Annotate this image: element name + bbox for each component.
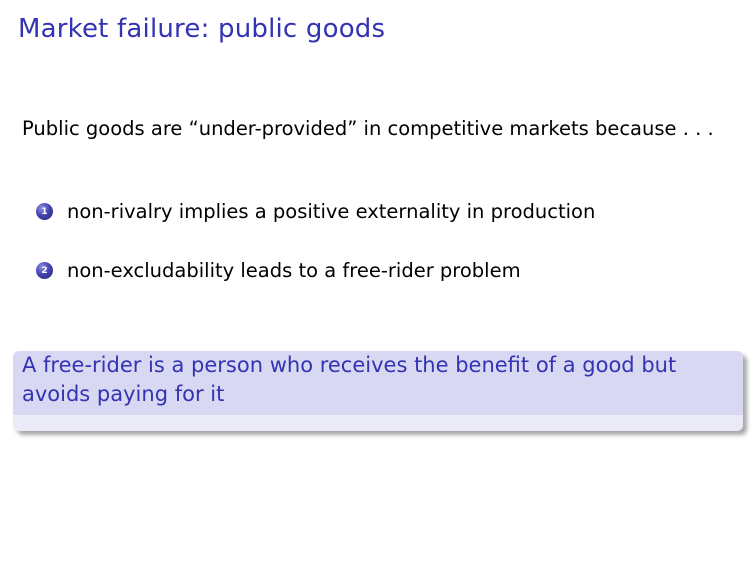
definition-block: A free-rider is a person who receives th… — [13, 351, 743, 431]
definition-text: A free-rider is a person who receives th… — [22, 353, 677, 406]
block-title-band — [13, 351, 743, 415]
number-ball-icon: 1 — [36, 203, 53, 220]
enumerated-item-2: 2 non-excludability leads to a free-ride… — [36, 259, 521, 282]
number-ball-icon: 2 — [36, 262, 53, 279]
intro-text: Public goods are “under-provided” in com… — [22, 117, 714, 140]
slide-title: Market failure: public goods — [18, 14, 386, 44]
item-text: non-excludability leads to a free-rider … — [67, 259, 521, 282]
item-text: non-rivalry implies a positive externali… — [67, 200, 596, 223]
enumerated-item-1: 1 non-rivalry implies a positive externa… — [36, 200, 595, 223]
